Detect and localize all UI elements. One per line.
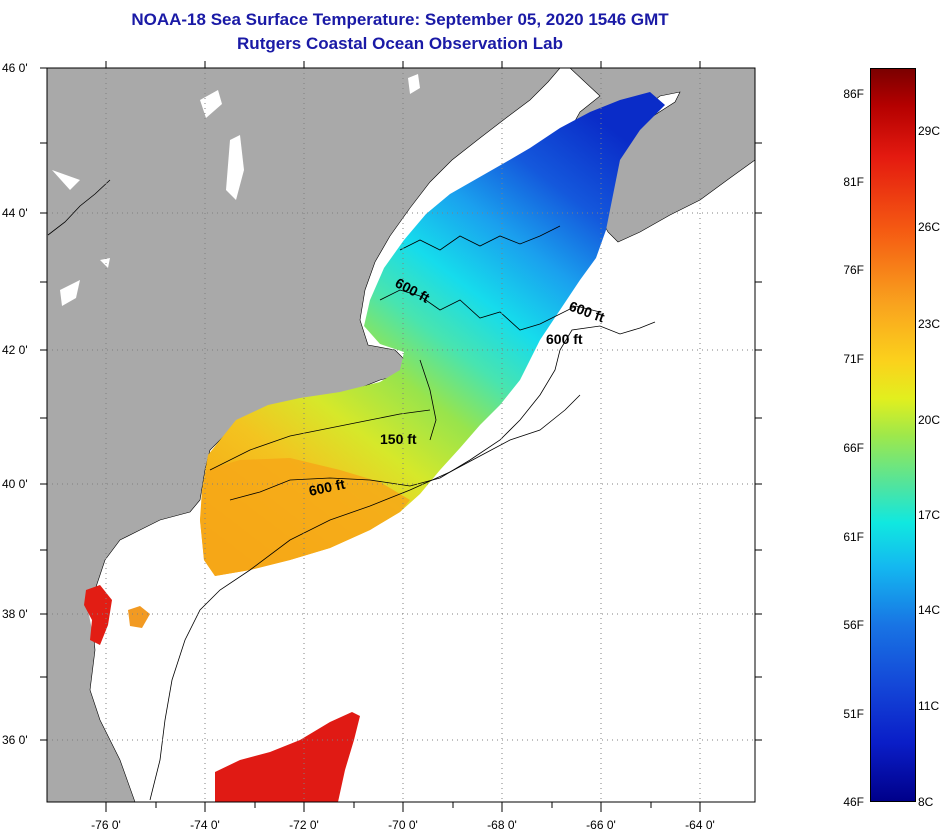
colorbar-c-label: 20C (918, 413, 941, 427)
colorbar-f-label: 66F (843, 441, 864, 455)
colorbar-c-label: 8C (918, 795, 934, 809)
map-title: NOAA-18 Sea Surface Temperature: Septemb… (131, 10, 669, 29)
lon-label: -64 0' (685, 818, 715, 832)
colorbar-f-label: 46F (843, 795, 864, 809)
sst-warm-south (200, 458, 410, 576)
colorbar-f-label: 61F (843, 530, 864, 544)
contour-label: 600 ft (307, 476, 346, 499)
colorbar-c-label: 14C (918, 603, 941, 617)
bathymetry-contours (47, 179, 656, 801)
colorbar-f-label: 81F (843, 175, 864, 189)
colorbar-c-label: 29C (918, 124, 941, 138)
gulf-stream-sst (215, 712, 360, 802)
grid-lines (47, 68, 755, 802)
colorbar-c-label: 26C (918, 220, 941, 234)
colorbar-f-label: 76F (843, 263, 864, 277)
colorbar-c-label: 17C (918, 508, 941, 522)
lon-label: -66 0' (586, 818, 616, 832)
colorbar-f-label: 51F (843, 707, 864, 721)
colorbar-f-label: 71F (843, 352, 864, 366)
colorbar-c-label: 23C (918, 317, 941, 331)
lat-label: 44 0' (2, 206, 28, 220)
colorbar-f-label: 86F (843, 87, 864, 101)
lat-label: 36 0' (2, 733, 28, 747)
lon-label: -74 0' (190, 818, 220, 832)
colorbar-c-label: 11C (918, 699, 940, 713)
lon-label: -68 0' (487, 818, 517, 832)
lat-label: 38 0' (2, 607, 28, 621)
temperature-colorbar (870, 68, 916, 802)
plot-frame (46, 67, 756, 803)
sst-swath (200, 92, 665, 576)
chesapeake-sst (84, 585, 112, 645)
axis-ticks (40, 61, 762, 812)
lat-label: 42 0' (2, 343, 28, 357)
delaware-sst (128, 606, 150, 628)
lat-label: 46 0' (2, 61, 28, 75)
lon-label: -72 0' (289, 818, 319, 832)
lon-label: -76 0' (91, 818, 121, 832)
lon-label: -70 0' (388, 818, 418, 832)
contour-label: 600 ft (546, 331, 583, 347)
contour-label: 150 ft (380, 431, 417, 447)
map-subtitle: Rutgers Coastal Ocean Observation Lab (237, 34, 563, 53)
colorbar-f-label: 56F (843, 618, 864, 632)
lat-label: 40 0' (2, 477, 28, 491)
